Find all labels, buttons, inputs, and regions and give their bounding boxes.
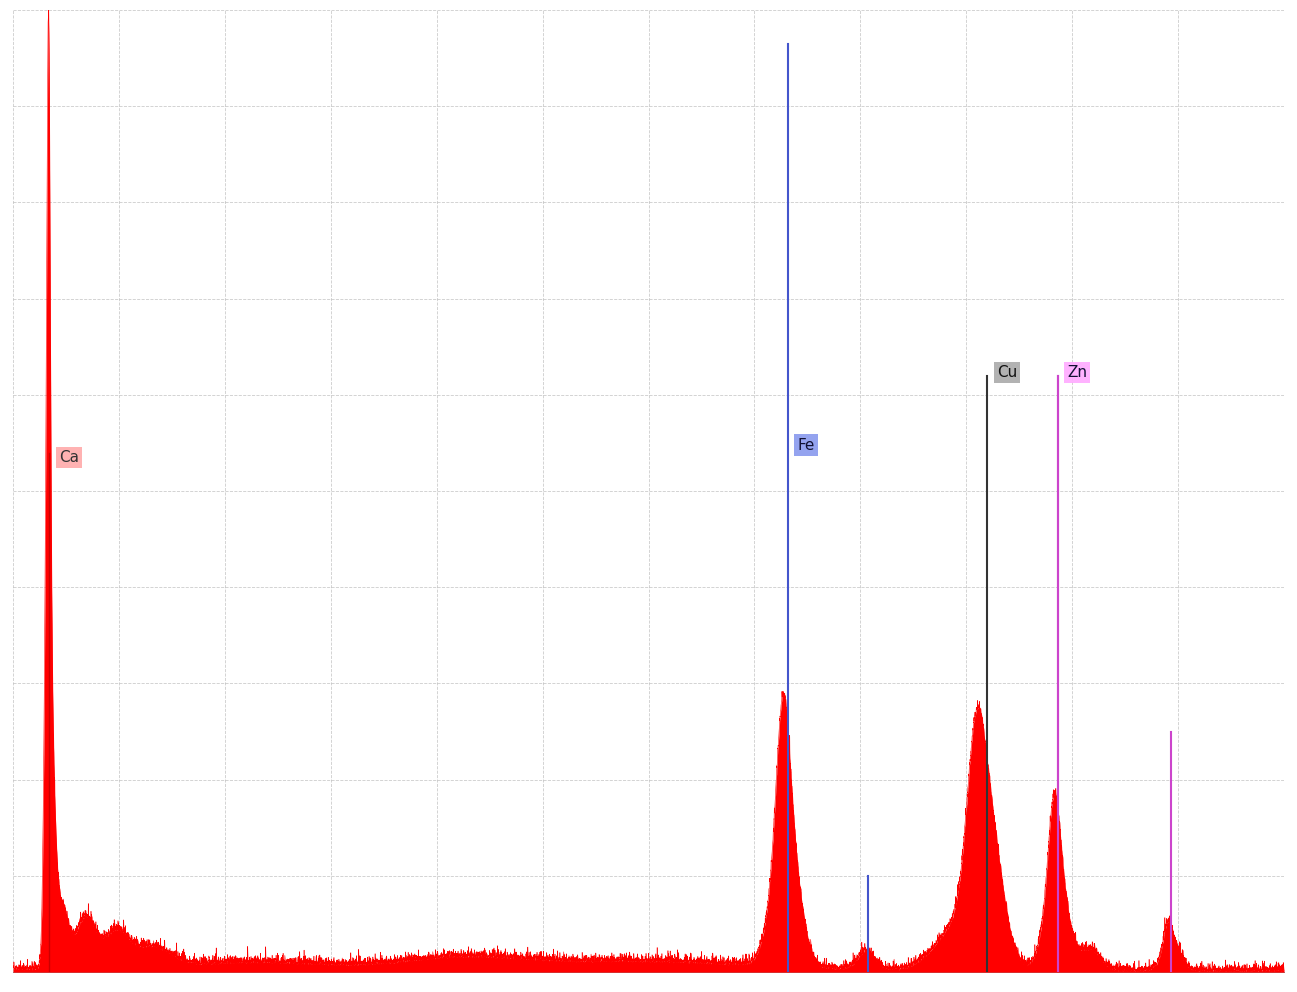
Text: Fe: Fe <box>798 437 815 452</box>
Text: Cu: Cu <box>997 365 1017 380</box>
Text: Ca: Ca <box>58 449 79 465</box>
Text: Zn: Zn <box>1067 365 1087 380</box>
